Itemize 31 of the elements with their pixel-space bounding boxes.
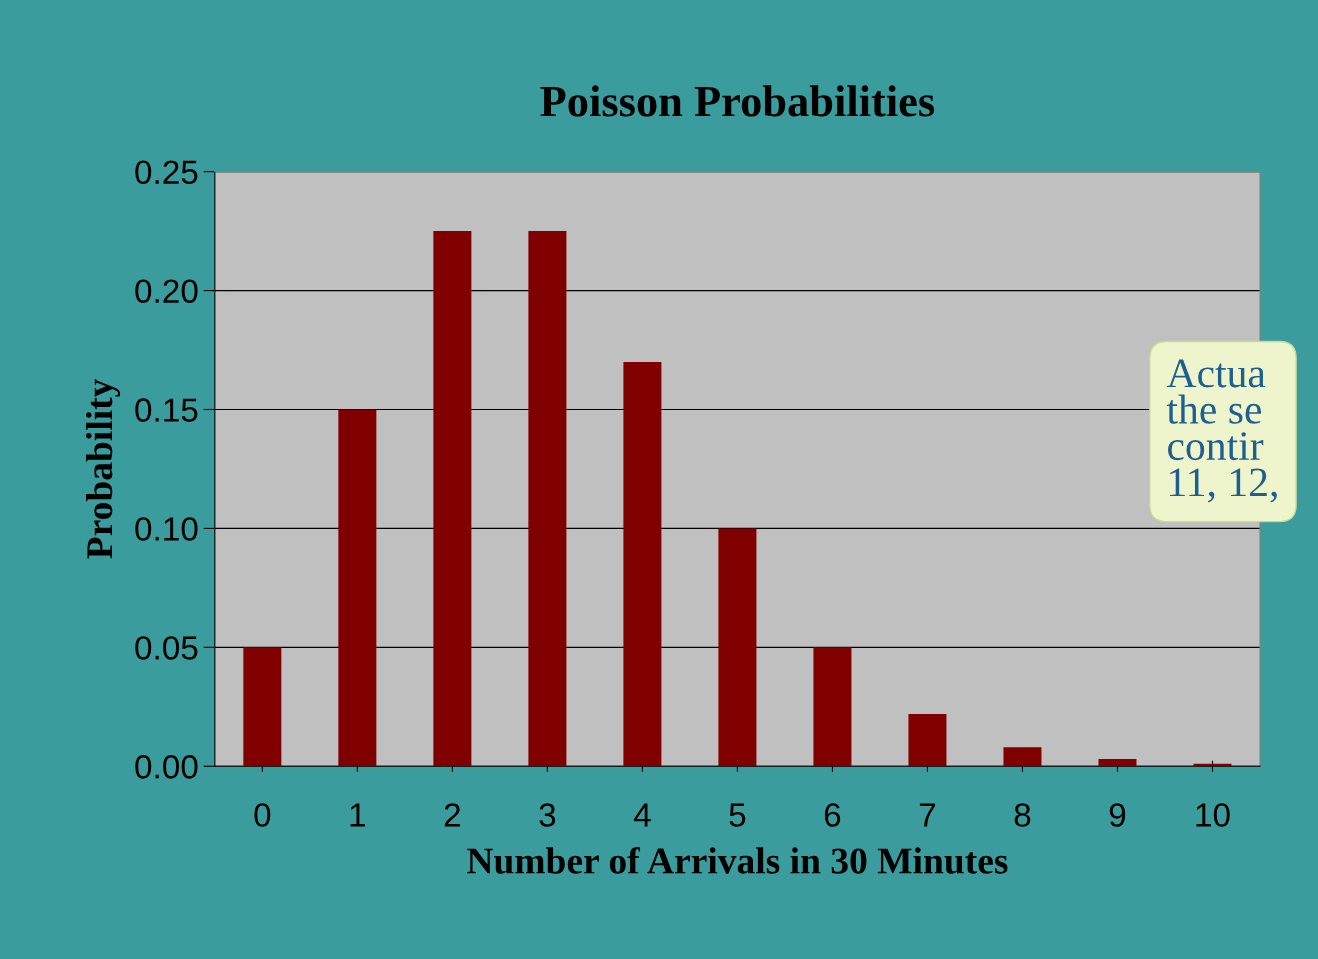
y-tick-label: 0.20 xyxy=(135,279,198,303)
bar xyxy=(243,647,282,767)
y-tick-label: 0.10 xyxy=(135,517,198,541)
y-axis-title: Probability xyxy=(85,379,121,559)
bar xyxy=(433,231,472,767)
y-tick-label: 0.15 xyxy=(135,398,198,422)
x-axis-title: Number of Arrivals in 30 Minutes xyxy=(467,846,1008,874)
x-tick-label: 8 xyxy=(1014,803,1031,827)
x-tick-label: 2 xyxy=(444,803,460,827)
x-tick-label: 7 xyxy=(919,803,936,827)
y-tick-label: 0.25 xyxy=(135,160,198,185)
annotation: Actua the se contir 11, 12, xyxy=(1166,359,1277,503)
bar xyxy=(813,647,852,767)
x-tick-label: 0 xyxy=(254,803,271,827)
x-tick-label: 1 xyxy=(350,803,365,827)
bar xyxy=(718,528,757,767)
y-tick-label: 0.05 xyxy=(135,636,198,660)
x-tick-label: 5 xyxy=(729,803,746,827)
x-tick-label: 4 xyxy=(633,803,651,827)
bar xyxy=(1003,747,1042,767)
y-tick-label: 0.00 xyxy=(135,755,198,779)
x-tick-label: 6 xyxy=(824,803,841,827)
bar xyxy=(623,361,662,767)
x-tick-label: 3 xyxy=(539,803,556,827)
chart-title: Poisson Probabilities xyxy=(540,85,935,117)
x-tick-label: 9 xyxy=(1109,803,1126,827)
bar xyxy=(528,231,567,767)
bar xyxy=(1098,759,1137,767)
bar xyxy=(338,409,377,767)
x-tick-label: 10 xyxy=(1196,803,1230,827)
bar xyxy=(908,713,947,767)
